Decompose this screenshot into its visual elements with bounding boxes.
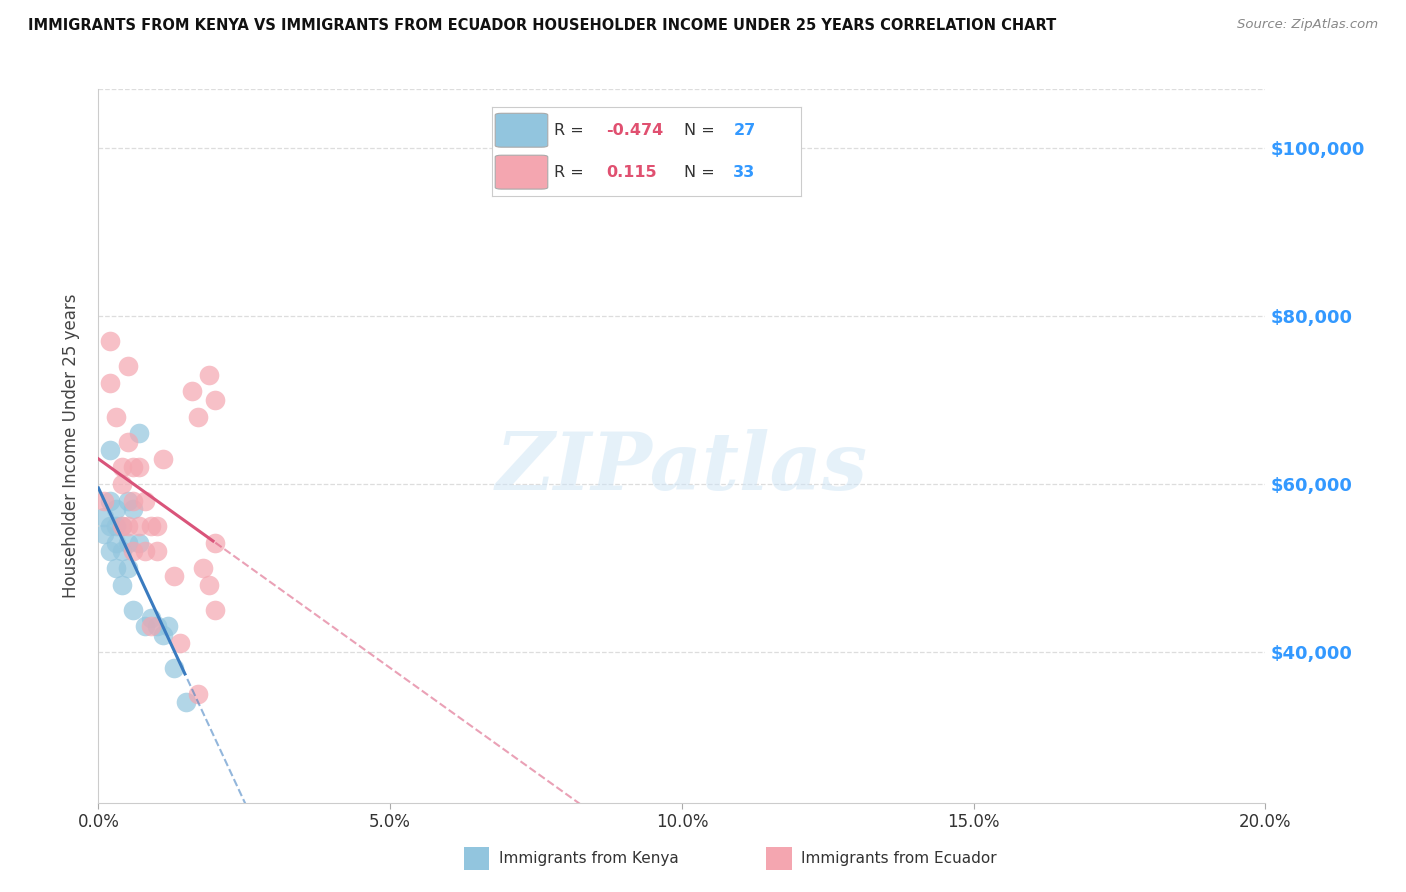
Point: [134, 493, 156, 508]
Point: [104, 560, 127, 574]
Point: [122, 460, 145, 475]
Point: [163, 569, 186, 583]
Point: [174, 695, 197, 709]
Point: [163, 661, 186, 675]
Point: [198, 577, 221, 591]
Text: Immigrants from Ecuador: Immigrants from Ecuador: [801, 852, 997, 866]
Point: [111, 518, 134, 533]
Point: [187, 409, 209, 424]
Point: [180, 384, 202, 399]
Point: [193, 560, 215, 574]
FancyBboxPatch shape: [495, 155, 548, 189]
Point: [152, 628, 174, 642]
Point: [98, 443, 121, 458]
Text: 0.115: 0.115: [606, 165, 657, 179]
Point: [104, 502, 127, 516]
Point: [146, 544, 169, 558]
Point: [98, 376, 121, 390]
Point: [98, 518, 121, 533]
Text: Immigrants from Kenya: Immigrants from Kenya: [499, 852, 679, 866]
FancyBboxPatch shape: [495, 113, 548, 147]
Point: [117, 535, 139, 549]
Point: [128, 535, 150, 549]
Text: R =: R =: [554, 165, 589, 179]
Text: N =: N =: [683, 165, 720, 179]
Text: R =: R =: [554, 123, 589, 137]
Point: [187, 687, 209, 701]
Point: [198, 368, 221, 382]
Text: 33: 33: [734, 165, 755, 179]
Point: [122, 544, 145, 558]
Point: [169, 636, 191, 650]
Point: [122, 603, 145, 617]
Point: [93, 527, 115, 541]
Point: [117, 359, 139, 374]
Point: [111, 476, 134, 491]
Point: [104, 409, 127, 424]
Text: N =: N =: [683, 123, 720, 137]
Point: [157, 619, 180, 633]
Point: [104, 535, 127, 549]
Point: [128, 426, 150, 441]
Point: [139, 619, 162, 633]
Point: [117, 560, 139, 574]
Point: [111, 460, 134, 475]
Text: -0.474: -0.474: [606, 123, 664, 137]
Y-axis label: Householder Income Under 25 years: Householder Income Under 25 years: [62, 293, 80, 599]
Text: 27: 27: [734, 123, 755, 137]
Point: [128, 518, 150, 533]
Point: [146, 518, 169, 533]
Point: [104, 518, 127, 533]
Point: [204, 603, 226, 617]
Point: [93, 510, 115, 524]
Point: [139, 611, 162, 625]
Point: [204, 535, 226, 549]
Point: [111, 577, 134, 591]
Point: [128, 460, 150, 475]
Point: [111, 518, 134, 533]
Point: [98, 334, 121, 348]
Point: [146, 619, 169, 633]
Point: [134, 619, 156, 633]
Point: [98, 544, 121, 558]
Point: [117, 434, 139, 449]
Text: ZIPatlas: ZIPatlas: [496, 429, 868, 506]
Point: [111, 544, 134, 558]
Point: [152, 451, 174, 466]
Point: [139, 518, 162, 533]
Text: IMMIGRANTS FROM KENYA VS IMMIGRANTS FROM ECUADOR HOUSEHOLDER INCOME UNDER 25 YEA: IMMIGRANTS FROM KENYA VS IMMIGRANTS FROM…: [28, 18, 1056, 33]
Point: [93, 493, 115, 508]
Text: Source: ZipAtlas.com: Source: ZipAtlas.com: [1237, 18, 1378, 31]
Point: [134, 544, 156, 558]
Point: [98, 493, 121, 508]
Point: [122, 493, 145, 508]
Point: [122, 502, 145, 516]
Point: [117, 493, 139, 508]
Point: [204, 392, 226, 407]
Point: [117, 518, 139, 533]
